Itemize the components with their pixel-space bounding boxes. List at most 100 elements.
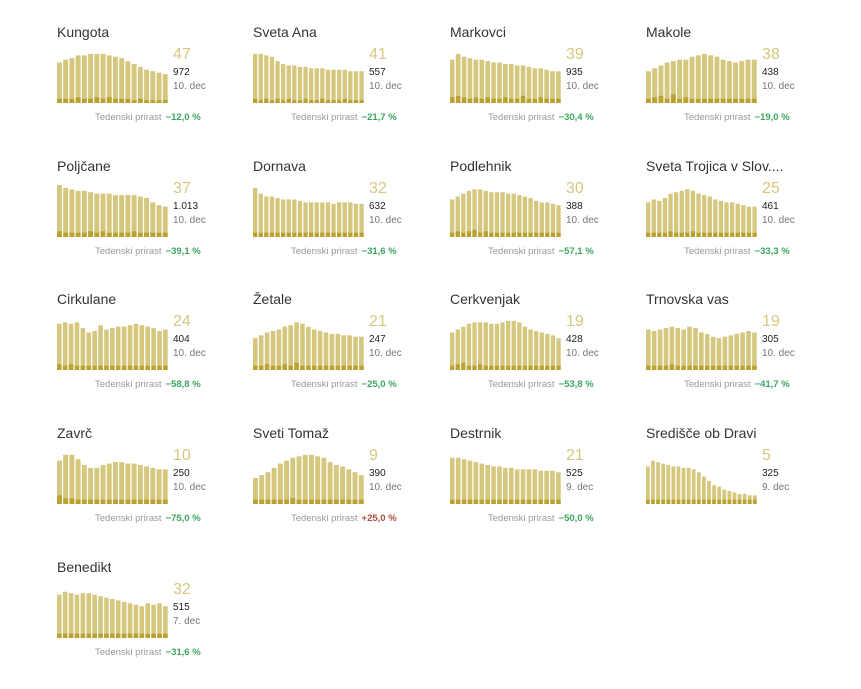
bar-recent xyxy=(100,98,106,103)
municipality-card[interactable]: Destrnik 21 525 9. dec Tedenski prirast −50,0… xyxy=(450,425,640,555)
bar-recent xyxy=(145,633,151,638)
bar xyxy=(74,322,80,370)
bar-recent xyxy=(302,499,308,504)
bar xyxy=(277,463,283,504)
bar xyxy=(151,604,156,638)
bar xyxy=(467,460,473,504)
bar xyxy=(732,492,737,504)
bar xyxy=(300,323,305,370)
municipality-card[interactable]: Podlehnik 30 388 10. dec Tedenski prirast −57… xyxy=(450,158,640,288)
bar-recent xyxy=(104,633,109,638)
weekly-growth: Tedenski prirast +25,0 % xyxy=(291,513,397,524)
bar-recent xyxy=(544,499,549,504)
bar xyxy=(94,193,100,237)
bar xyxy=(92,594,97,638)
bar-recent xyxy=(68,364,74,370)
municipality-card[interactable]: Poljčane 37 1.013 10. dec Tedenski prirast −3… xyxy=(57,158,247,288)
bar xyxy=(353,203,359,237)
total-cases-value: 390 xyxy=(369,468,386,479)
bar-chart xyxy=(646,189,757,237)
bar-recent xyxy=(297,232,303,237)
bar-recent xyxy=(106,232,112,237)
bar xyxy=(714,56,720,103)
municipality-card[interactable]: Markovci 39 935 10. dec Tedenski prirast −30,… xyxy=(450,24,640,154)
bar-recent xyxy=(670,94,676,103)
bar xyxy=(646,71,651,103)
bar xyxy=(162,206,168,237)
bar xyxy=(708,55,714,103)
municipality-card[interactable]: Benedikt 32 515 7. dec Tedenski prirast −31,6… xyxy=(57,559,247,689)
bar-recent xyxy=(485,97,490,103)
municipality-card[interactable]: Kungota 47 972 10. dec Tedenski prirast −12,0… xyxy=(57,24,247,154)
bar-recent xyxy=(337,100,342,103)
municipality-name: Dornava xyxy=(253,158,306,174)
bar xyxy=(145,326,151,370)
bar-recent xyxy=(115,365,121,370)
bar xyxy=(503,467,508,504)
weekly-growth: Tedenski prirast −75,0 % xyxy=(95,513,201,524)
bar xyxy=(671,466,676,504)
bar xyxy=(500,322,505,370)
bar-recent xyxy=(292,100,297,103)
municipality-card[interactable]: Cirkulane 24 404 10. dec Tedenski prirast −58… xyxy=(57,291,247,421)
municipality-card[interactable]: Trnovska vas 19 305 10. dec Tedenski prirast… xyxy=(646,291,836,421)
bar xyxy=(63,59,69,103)
bar-recent xyxy=(520,499,526,504)
bar-recent xyxy=(297,100,303,103)
bar xyxy=(538,470,544,504)
municipality-card[interactable]: Sveta Ana 41 557 10. dec Tedenski prirast −21… xyxy=(253,24,443,154)
municipality-card[interactable]: Žetale 21 247 10. dec Tedenski prirast −25,0 … xyxy=(253,291,443,421)
bar-recent xyxy=(450,232,455,237)
bar xyxy=(276,329,282,370)
bar xyxy=(88,192,94,237)
bar xyxy=(455,457,461,504)
bar xyxy=(139,325,145,370)
bar xyxy=(86,593,92,638)
bar-recent xyxy=(127,633,133,638)
bar xyxy=(314,68,319,103)
municipality-card[interactable]: Cerkvenjak 19 428 10. dec Tedenski prirast −5… xyxy=(450,291,640,421)
bar xyxy=(68,323,74,370)
municipality-name: Cirkulane xyxy=(57,291,117,307)
bar-recent xyxy=(137,98,143,103)
last-update-date: 10. dec xyxy=(173,348,206,359)
bar-recent xyxy=(63,498,69,504)
bar xyxy=(100,465,106,504)
bar-recent xyxy=(276,365,282,370)
bar xyxy=(681,467,686,504)
bar xyxy=(119,462,125,504)
bar-recent xyxy=(683,97,689,103)
bar xyxy=(271,467,277,504)
bar xyxy=(144,466,150,504)
municipality-card[interactable]: Sveti Tomaž 9 390 10. dec Tedenski prirast +2… xyxy=(253,425,443,555)
bar xyxy=(651,199,656,237)
active-cases-value: 47 xyxy=(173,46,191,63)
municipality-card[interactable]: Zavrč 10 250 10. dec Tedenski prirast −75,0 % xyxy=(57,425,247,555)
bar-recent xyxy=(681,499,686,504)
bar-recent xyxy=(63,98,69,103)
bar xyxy=(145,603,151,638)
bar-recent xyxy=(331,232,336,237)
bar-recent xyxy=(702,499,706,504)
bar-recent xyxy=(137,499,143,504)
bar-recent xyxy=(75,499,81,504)
bar-recent xyxy=(455,499,461,504)
municipality-card[interactable]: Sveta Trojica v Slov.... 25 461 10. dec Tede… xyxy=(646,158,836,288)
bar-recent xyxy=(479,499,485,504)
municipality-card[interactable]: Makole 38 438 10. dec Tedenski prirast −19,0 … xyxy=(646,24,836,154)
bar-recent xyxy=(686,499,691,504)
bar xyxy=(663,328,669,370)
municipality-card[interactable]: Središče ob Dravi 5 325 9. dec xyxy=(646,425,836,555)
bar xyxy=(651,331,657,370)
bar-recent xyxy=(69,498,75,504)
bar-recent xyxy=(358,499,364,504)
bar-recent xyxy=(503,97,508,103)
bar xyxy=(712,485,716,504)
bar-chart xyxy=(646,53,757,103)
bar xyxy=(297,66,303,103)
municipality-card[interactable]: Dornava 32 632 10. dec Tedenski prirast −31,6… xyxy=(253,158,443,288)
bar-recent xyxy=(461,362,466,370)
bar xyxy=(98,596,103,638)
bar xyxy=(156,72,162,103)
active-cases-value: 5 xyxy=(762,447,771,464)
